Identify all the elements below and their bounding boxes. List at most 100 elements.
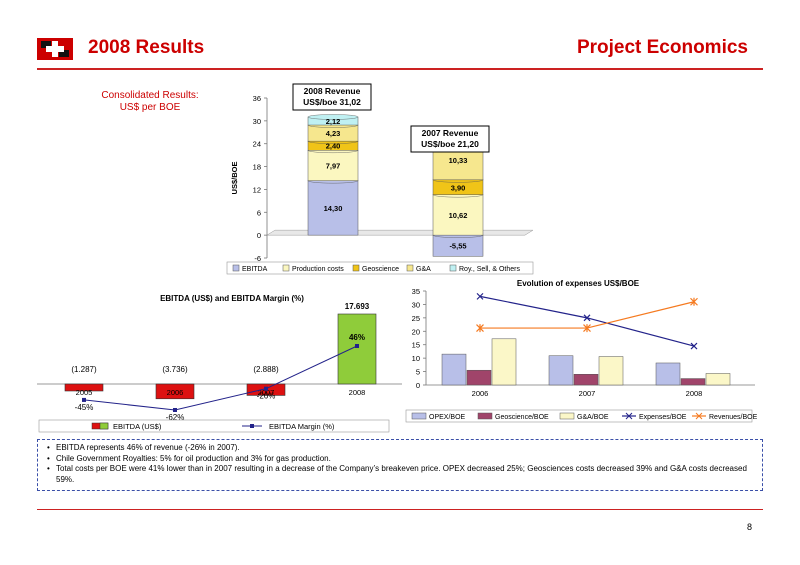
stack-segment [432, 194, 484, 236]
segment-label: 14,30 [324, 204, 343, 213]
x-tick-label: 2008 [686, 389, 703, 398]
revenue-callout-line2: US$/boe 21,20 [421, 139, 479, 149]
legend-label: EBITDA Margin (%) [269, 422, 335, 431]
company-logo [37, 38, 73, 60]
legend-swatch [406, 264, 414, 272]
segment-label: 10,62 [449, 211, 468, 220]
margin-line [83, 345, 358, 411]
note-item: Chile Government Royalties: 5% for oil p… [47, 454, 754, 465]
y-tick-label: 6 [257, 208, 261, 217]
consolidated-results-chart: -6 0 6 12 18 24 30 36 US$/BOE 14,30 7,97 2,40 4,23 2,… [226, 83, 534, 275]
y-tick-label: 15 [412, 341, 420, 350]
ebitda-value-label: 17.693 [345, 302, 370, 311]
revenue-callout-box [410, 125, 490, 153]
legend-label: Roy., Sell, & Others [459, 266, 520, 273]
y-tick-label: 12 [253, 185, 261, 194]
expense-bar [548, 355, 574, 386]
ebitda-bar [155, 383, 195, 400]
legend-swatch [411, 412, 427, 420]
y-tick-label: 35 [412, 287, 420, 296]
y-tick-label: 36 [253, 94, 261, 103]
chart-title: Evolution of expenses US$/BOE [517, 279, 640, 288]
revenue-callout-box [292, 83, 372, 111]
note-item: EBITDA represents 46% of revenue (-26% i… [47, 443, 754, 454]
margin-point [264, 386, 268, 391]
legend-label: Expenses/BOE [639, 414, 687, 421]
legend-marker [250, 424, 254, 428]
expense-bar [573, 374, 599, 386]
y-tick-label: 5 [416, 368, 420, 377]
margin-point [173, 408, 177, 412]
legend-box [226, 261, 534, 275]
expenses-marker [476, 292, 484, 300]
footer-divider [37, 509, 763, 510]
expense-bar [441, 353, 467, 386]
legend-label: EBITDA [242, 266, 268, 273]
segment-label: 4,23 [326, 129, 341, 138]
segment-label: 7,97 [326, 161, 341, 170]
results-subtitle: Consolidated Results: US$ per BOE [90, 90, 210, 114]
legend-label: Geoscience [362, 266, 399, 273]
subtitle-line-2: US$ per BOE [119, 102, 181, 113]
segment-label: 2,12 [326, 117, 341, 126]
ebitda-bar [337, 313, 377, 385]
stack-segment [307, 180, 359, 236]
revenues-marker [476, 324, 484, 333]
legend-marker [695, 412, 703, 420]
x-tick-label: 2005 [76, 388, 93, 397]
margin-label: -62% [166, 413, 185, 422]
subtitle-line-1: Consolidated Results: [101, 90, 199, 101]
y-tick-label: 20 [412, 327, 420, 336]
legend-swatch [559, 412, 575, 420]
x-tick-label: 2006 [472, 389, 489, 398]
ebitda-value-label: (1.287) [71, 365, 97, 374]
revenues-marker [583, 324, 591, 333]
legend-label: Production costs [292, 266, 344, 273]
legend-label: G&A [416, 266, 431, 273]
page-title: 2008 Results [88, 37, 205, 58]
y-tick-label: 10 [412, 354, 420, 363]
legend-swatch [282, 264, 290, 272]
expenses-evolution-chart: Evolution of expenses US$/BOE 0 5 10 15 20 25 3… [405, 279, 758, 423]
section-title: Project Economics [576, 37, 748, 58]
legend-box [405, 409, 753, 423]
y-tick-label: 25 [412, 314, 420, 323]
expenses-marker [583, 314, 591, 322]
legend-label: G&A/BOE [577, 414, 609, 421]
y-tick-label: 30 [412, 300, 420, 309]
legend-swatch [99, 422, 109, 430]
legend-box [38, 419, 390, 433]
expense-bar [466, 369, 492, 386]
legend-label: OPEX/BOE [429, 414, 466, 421]
revenue-callout-line1: 2007 Revenue [422, 128, 479, 138]
legend-swatch [352, 264, 360, 272]
chart-title: EBITDA (US$) and EBITDA Margin (%) [160, 294, 304, 303]
expense-bar [705, 373, 731, 386]
margin-point [82, 397, 86, 402]
y-tick-label: 0 [416, 381, 420, 390]
segment-label: 2,40 [326, 142, 341, 151]
expenses-marker [690, 342, 698, 350]
x-tick-label: 2008 [349, 388, 366, 397]
revenue-callout-line1: 2008 Revenue [304, 86, 361, 96]
y-tick-label: 0 [257, 231, 261, 240]
segment-label: 10,33 [449, 156, 468, 165]
revenues-marker [690, 297, 698, 306]
legend-swatch [232, 264, 240, 272]
legend-label: EBITDA (US$) [113, 422, 162, 431]
legend-marker [625, 412, 633, 420]
ebitda-bar [64, 383, 104, 392]
expense-bar [598, 356, 624, 386]
ebitda-value-label: (2.888) [253, 365, 279, 374]
y-tick-label: 18 [253, 163, 261, 172]
margin-label: 46% [349, 333, 365, 342]
y-tick-label: -6 [254, 254, 261, 263]
x-tick-label: 2007 [579, 389, 596, 398]
segment-label: 3,90 [451, 183, 466, 192]
margin-label: -26% [257, 392, 276, 401]
margin-point [355, 344, 359, 348]
x-tick-label: 2006 [167, 388, 184, 397]
chart-floor [266, 229, 534, 236]
legend-swatch [477, 412, 493, 420]
legend-label: Revenues/BOE [709, 414, 758, 421]
